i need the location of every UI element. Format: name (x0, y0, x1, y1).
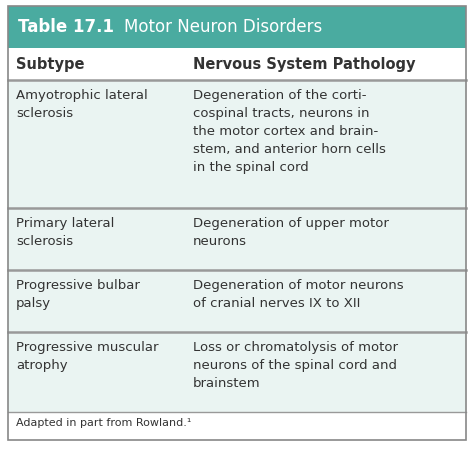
Text: Progressive bulbar
palsy: Progressive bulbar palsy (16, 279, 140, 310)
Bar (8, 80, 466, 208)
Text: Loss or chromatolysis of motor
neurons of the spinal cord and
brainstem: Loss or chromatolysis of motor neurons o… (193, 341, 398, 390)
Bar (8, 48, 466, 80)
Text: Progressive muscular
atrophy: Progressive muscular atrophy (16, 341, 158, 372)
Text: Degeneration of the corti-
cospinal tracts, neurons in
the motor cortex and brai: Degeneration of the corti- cospinal trac… (193, 89, 386, 174)
Bar (8, 6, 466, 48)
Text: Nervous System Pathology: Nervous System Pathology (193, 57, 416, 71)
Text: Amyotrophic lateral
sclerosis: Amyotrophic lateral sclerosis (16, 89, 148, 120)
Bar (8, 332, 466, 412)
Text: Subtype: Subtype (16, 57, 84, 71)
Bar (8, 270, 466, 332)
Text: Table 17.1: Table 17.1 (18, 18, 114, 36)
Text: Motor Neuron Disorders: Motor Neuron Disorders (103, 18, 322, 36)
Bar (8, 208, 466, 270)
Text: Adapted in part from Rowland.¹: Adapted in part from Rowland.¹ (16, 418, 191, 428)
Text: Primary lateral
sclerosis: Primary lateral sclerosis (16, 217, 114, 248)
Text: Degeneration of upper motor
neurons: Degeneration of upper motor neurons (193, 217, 389, 248)
Text: Degeneration of motor neurons
of cranial nerves IX to XII: Degeneration of motor neurons of cranial… (193, 279, 404, 310)
